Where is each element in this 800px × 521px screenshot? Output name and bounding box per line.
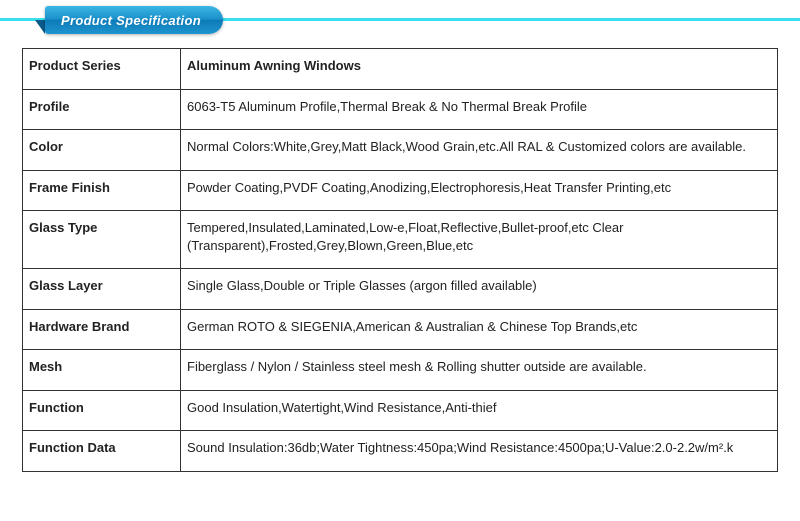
table-row: Profile 6063-T5 Aluminum Profile,Thermal… [23,89,778,130]
spec-table: Product Series Aluminum Awning Windows P… [22,48,778,472]
spec-label: Color [23,130,181,171]
ribbon-fold [35,20,45,34]
spec-table-body: Product Series Aluminum Awning Windows P… [23,49,778,472]
header-bar: Product Specification [0,0,800,36]
spec-label: Product Series [23,49,181,90]
spec-value: 6063-T5 Aluminum Profile,Thermal Break &… [181,89,778,130]
table-row: Function Good Insulation,Watertight,Wind… [23,390,778,431]
ribbon-text: Product Specification [61,13,201,28]
spec-label: Function Data [23,431,181,472]
spec-value: Aluminum Awning Windows [181,49,778,90]
spec-value: Powder Coating,PVDF Coating,Anodizing,El… [181,170,778,211]
spec-label: Glass Layer [23,269,181,310]
table-row: Color Normal Colors:White,Grey,Matt Blac… [23,130,778,171]
spec-value: Tempered,Insulated,Laminated,Low-e,Float… [181,211,778,269]
spec-value: German ROTO & SIEGENIA,American & Austra… [181,309,778,350]
spec-label: Profile [23,89,181,130]
spec-label: Function [23,390,181,431]
table-row: Product Series Aluminum Awning Windows [23,49,778,90]
table-row: Frame Finish Powder Coating,PVDF Coating… [23,170,778,211]
spec-label: Glass Type [23,211,181,269]
spec-value: Sound Insulation:36db;Water Tightness:45… [181,431,778,472]
spec-table-container: Product Series Aluminum Awning Windows P… [0,36,800,472]
ribbon-badge: Product Specification [45,6,223,34]
spec-value: Normal Colors:White,Grey,Matt Black,Wood… [181,130,778,171]
spec-label: Hardware Brand [23,309,181,350]
table-row: Mesh Fiberglass / Nylon / Stainless stee… [23,350,778,391]
table-row: Hardware Brand German ROTO & SIEGENIA,Am… [23,309,778,350]
spec-value: Fiberglass / Nylon / Stainless steel mes… [181,350,778,391]
spec-value: Good Insulation,Watertight,Wind Resistan… [181,390,778,431]
spec-value: Single Glass,Double or Triple Glasses (a… [181,269,778,310]
spec-label: Frame Finish [23,170,181,211]
table-row: Glass Type Tempered,Insulated,Laminated,… [23,211,778,269]
table-row: Glass Layer Single Glass,Double or Tripl… [23,269,778,310]
spec-label: Mesh [23,350,181,391]
table-row: Function Data Sound Insulation:36db;Wate… [23,431,778,472]
